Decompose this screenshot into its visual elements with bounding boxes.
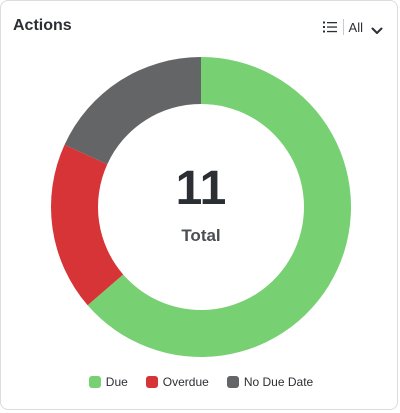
total-label: Total — [181, 226, 221, 245]
legend-swatch — [88, 376, 101, 388]
total-value: 11 — [175, 162, 227, 215]
legend-label: Due — [105, 375, 128, 389]
legend-label: No Due Date — [243, 375, 314, 389]
chevron-down-icon — [371, 23, 383, 34]
legend-label: Overdue — [162, 375, 209, 389]
donut-slice-no-due-date[interactable] — [64, 56, 201, 165]
legend-swatch — [226, 376, 239, 388]
list-icon — [322, 21, 337, 33]
filter-dropdown[interactable]: All — [322, 17, 383, 37]
card-title: Actions — [13, 17, 72, 34]
donut-slice-overdue[interactable] — [51, 144, 124, 306]
donut-slice-due[interactable] — [87, 57, 351, 357]
chart-legend: Due Overdue No Due Date — [1, 375, 400, 389]
legend-item-due[interactable]: Due — [88, 375, 128, 389]
filter-divider — [342, 19, 344, 35]
legend-item-overdue[interactable]: Overdue — [145, 375, 209, 389]
legend-swatch — [145, 376, 158, 388]
legend-item-no-due-date[interactable]: No Due Date — [226, 375, 314, 389]
filter-label: All — [348, 19, 363, 35]
